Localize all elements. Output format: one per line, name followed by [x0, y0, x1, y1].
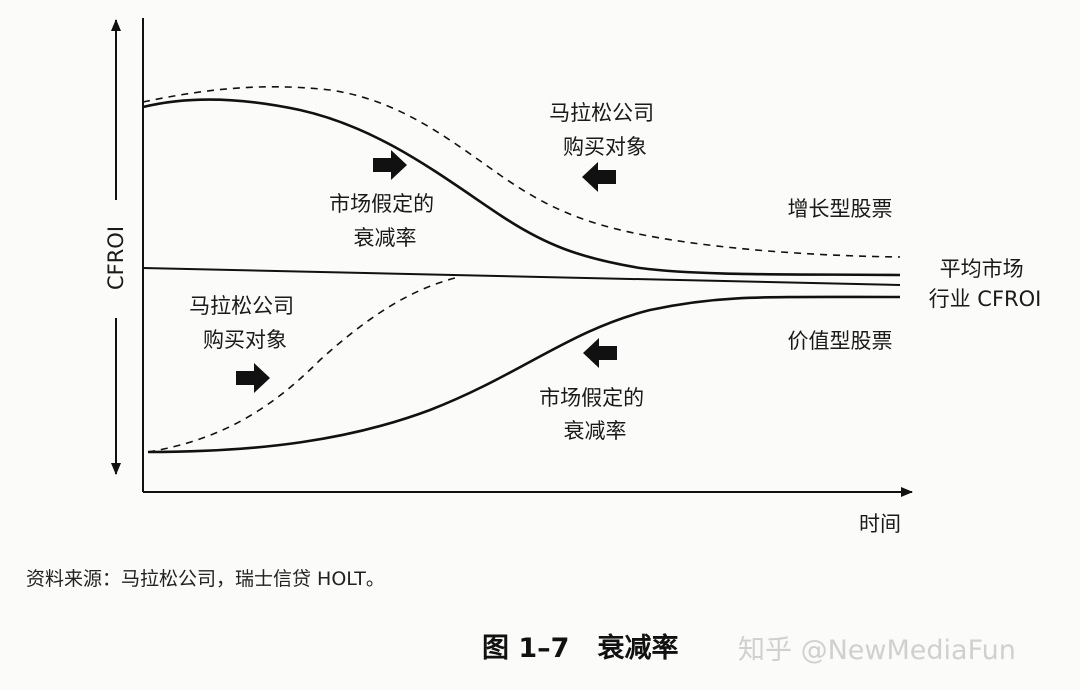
- arrow-left-icon: [583, 338, 617, 368]
- value-marathon-curve: [147, 277, 456, 453]
- y-axis-label: CFROI: [104, 226, 128, 290]
- marathon-targets-top-label: 马拉松公司 购买对象: [549, 101, 661, 159]
- average-cfroi-line: [142, 267, 901, 286]
- source-note: 资料来源：马拉松公司，瑞士信贷 HOLT。: [26, 568, 385, 590]
- x-axis-label: 时间: [859, 512, 901, 536]
- market-fade-top-label: 市场假定的 衰减率: [329, 192, 441, 250]
- caption-number: 图 1–7: [482, 633, 570, 664]
- arrow-left-icon: [582, 162, 616, 192]
- figure-caption: 图 1–7 衰减率: [482, 626, 706, 665]
- arrow-right-icon: [373, 150, 407, 180]
- caption-title: 衰减率: [597, 633, 679, 664]
- watermark: 知乎 @NewMediaFun: [738, 635, 1016, 666]
- growth-market-fade-curve: [142, 98, 901, 277]
- arrow-right-icon: [236, 363, 270, 393]
- marathon-targets-bottom-label: 马拉松公司 购买对象: [189, 294, 301, 352]
- growth-marathon-curve: [142, 85, 901, 258]
- value-stocks-label: 价值型股票: [788, 329, 893, 353]
- growth-stocks-label: 增长型股票: [788, 197, 893, 221]
- market-fade-bottom-label: 市场假定的 衰减率: [539, 386, 651, 443]
- value-market-fade-curve: [147, 295, 901, 454]
- average-cfroi-label: 平均市场 行业 CFROI: [929, 257, 1042, 311]
